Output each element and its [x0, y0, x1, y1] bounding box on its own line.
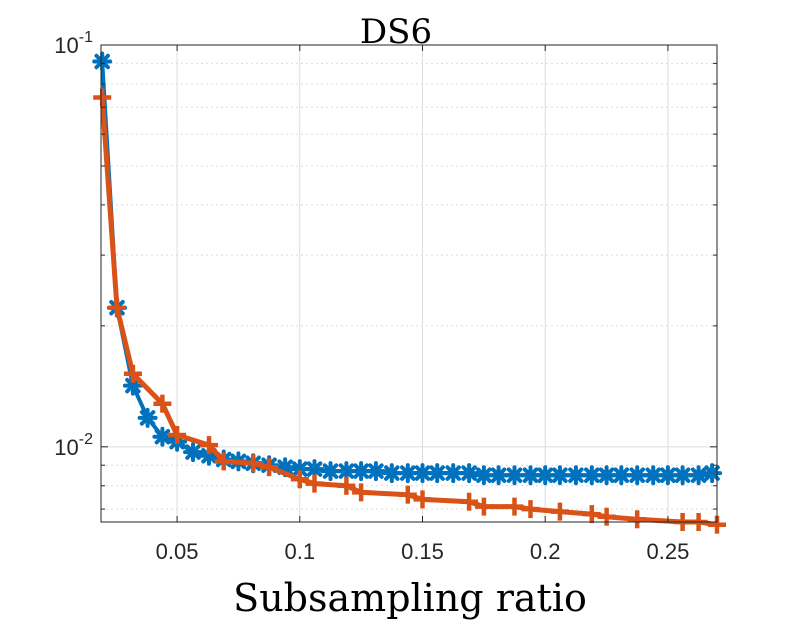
data-point-series-1: [611, 465, 632, 486]
marker-stroke: [674, 467, 691, 483]
data-point-series-2: [200, 436, 218, 455]
series-layer: [92, 51, 726, 534]
data-point-series-2: [244, 454, 263, 473]
y-tick-exponent: -2: [79, 431, 93, 448]
marker-stroke: [353, 463, 369, 479]
marker-stroke: [506, 467, 523, 483]
data-point-series-2: [582, 505, 601, 524]
data-point-series-1: [183, 442, 203, 463]
data-point-series-2: [108, 298, 126, 317]
data-point-series-2: [474, 497, 493, 516]
marker-stroke: [704, 465, 720, 481]
data-point-series-1: [92, 51, 113, 72]
x-tick-label: 0.1: [284, 539, 315, 564]
marker-stroke: [461, 465, 477, 481]
marker-stroke: [568, 467, 584, 483]
marker-stroke: [125, 377, 141, 394]
y-tick-label: 10-2: [54, 431, 93, 460]
data-point-series-1: [488, 465, 509, 486]
data-point-series-2: [153, 394, 172, 413]
data-point-series-1: [381, 463, 402, 484]
marker-stroke: [338, 463, 355, 479]
data-point-series-1: [336, 461, 357, 482]
marker-stroke: [322, 463, 339, 479]
data-point-series-2: [398, 485, 417, 504]
data-point-series-2: [460, 492, 479, 511]
data-point-series-1: [365, 461, 386, 482]
data-point-series-2: [260, 458, 279, 477]
data-point-series-1: [304, 459, 325, 480]
marker-stroke: [476, 467, 492, 483]
data-point-series-2: [337, 476, 356, 495]
data-point-series-1: [427, 463, 448, 484]
data-point-series-1: [688, 465, 709, 486]
data-point-series-2: [521, 500, 540, 519]
marker-stroke: [185, 444, 201, 460]
x-axis-label: Subsampling ratio: [233, 576, 587, 620]
data-point-series-1: [504, 465, 525, 486]
data-point-series-2: [123, 364, 142, 383]
marker-stroke: [490, 467, 507, 483]
data-point-series-2: [550, 502, 569, 521]
data-point-series-2: [597, 507, 616, 526]
data-point-series-1: [152, 426, 173, 447]
data-point-series-1: [443, 463, 464, 484]
marker-stroke: [613, 467, 630, 483]
data-point-series-1: [549, 465, 570, 486]
marker-stroke: [154, 428, 171, 445]
y-tick-exponent: -1: [79, 29, 93, 46]
data-point-series-2: [305, 474, 324, 493]
marker-stroke: [445, 465, 461, 481]
data-point-series-1: [643, 465, 664, 486]
y-tick-base: 10: [54, 435, 78, 460]
data-point-series-2: [93, 88, 112, 107]
marker-stroke: [292, 461, 308, 477]
axes-box: [100, 44, 718, 523]
data-point-series-1: [581, 465, 602, 486]
marker-stroke: [522, 467, 539, 483]
data-point-series-2: [214, 452, 233, 471]
marker-stroke: [690, 467, 707, 483]
marker-stroke: [584, 467, 600, 483]
marker-stroke: [414, 465, 431, 481]
data-point-series-1: [320, 461, 341, 482]
marker-stroke: [598, 467, 615, 483]
marker-stroke: [368, 463, 384, 479]
marker-stroke: [552, 467, 568, 483]
marker-stroke: [660, 467, 676, 483]
marker-stroke: [384, 465, 400, 481]
x-tick-label: 0.15: [401, 539, 444, 564]
data-point-series-2: [290, 470, 309, 489]
marker-stroke: [139, 410, 156, 426]
data-point-series-1: [459, 463, 480, 484]
data-point-series-1: [565, 465, 586, 486]
data-point-series-2: [352, 483, 371, 502]
x-tick-label: 0.05: [156, 539, 199, 564]
data-point-series-2: [628, 510, 647, 529]
chart-title: DS6: [360, 12, 432, 52]
x-tick-label: 0.25: [647, 539, 690, 564]
data-point-series-1: [672, 465, 693, 486]
marker-stroke: [629, 467, 645, 483]
marker-stroke: [645, 467, 661, 483]
y-tick-base: 10: [54, 33, 78, 58]
x-tick-label: 0.2: [530, 539, 561, 564]
y-tick-label: 10-1: [54, 29, 93, 58]
data-point-series-2: [505, 497, 524, 516]
marker-stroke: [537, 467, 553, 483]
data-point-series-2: [413, 490, 432, 509]
data-point-series-1: [137, 407, 158, 428]
data-point-series-1: [702, 463, 723, 484]
marker-stroke: [306, 461, 323, 477]
data-point-series-1: [627, 465, 648, 486]
marker-stroke: [400, 465, 416, 481]
marker-stroke: [429, 465, 445, 481]
marker-stroke: [94, 53, 110, 70]
data-point-series-2: [168, 426, 187, 444]
